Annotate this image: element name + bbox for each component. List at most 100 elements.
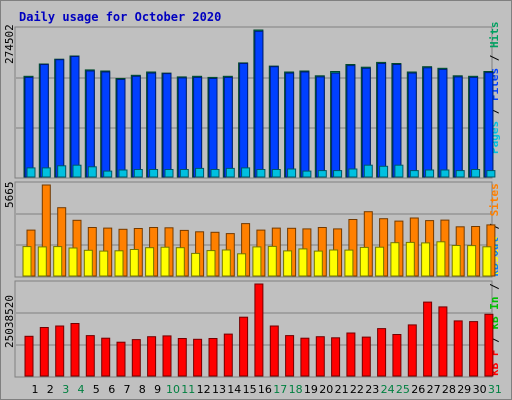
bar-files [254,30,264,178]
bar-files [407,72,417,178]
bar-kbf [131,339,141,377]
day-label: 11 [181,383,195,396]
bar-files [101,71,111,178]
day-labels: 1 2 3 4 5 6 7 8 9 10 11 12 13 14 15 16 17 18 19 20 21 22 23 24 2… [32,383,502,396]
bar-kbf [39,327,49,377]
day-label: 3 [62,383,69,396]
day-label: 16 [258,383,272,396]
bar-kbf [469,321,479,377]
day-label: 20 [319,383,333,396]
bar-kbf [193,338,203,377]
bar-visits [22,246,32,277]
day-label: 15 [243,383,257,396]
bar-pages [225,167,235,178]
bar-visits [252,246,262,277]
day-label: 5 [93,383,100,396]
bar-visits [99,250,109,277]
bar-files [239,63,249,178]
bar-pages [271,169,281,178]
bar-kbf [315,336,325,377]
bar-visits [344,249,354,277]
bar-files [223,76,233,178]
bar-pages [287,168,297,178]
bar-pages [256,169,266,178]
bar-files [346,65,356,178]
bar-kbf [177,338,187,377]
bar-visits [83,249,93,277]
bar-files [453,76,463,178]
bar-kbf [254,283,264,377]
bar-kbf [484,313,494,377]
bar-pages [333,170,343,178]
bar-kbf [269,325,279,377]
bar-kbf [101,337,111,377]
bar-visits [175,247,185,277]
bar-files [24,76,34,178]
bar-visits [329,249,339,277]
bar-files [331,72,341,178]
bar-visits [191,252,201,277]
day-label: 31 [488,383,502,396]
day-label: 25 [396,383,410,396]
day-label: 30 [473,383,487,396]
chart-title: Daily usage for October 2020 [19,10,221,24]
bar-pages [195,167,205,178]
bar-visits [237,253,247,277]
day-label: 19 [304,383,318,396]
bar-files [392,64,402,178]
bar-pages [455,170,465,178]
bar-files [377,63,387,178]
bar-pages [179,169,189,178]
bar-visits [405,241,415,277]
bar-visits [359,246,369,277]
day-label: 14 [227,383,241,396]
day-label: 28 [442,383,456,396]
day-label: 2 [47,383,54,396]
bar-pages [26,167,36,178]
day-label: 10 [166,383,180,396]
bar-visits [313,250,323,277]
bar-visits [206,250,216,277]
bar-files [55,59,65,178]
bar-files [285,72,295,178]
bar-pages [409,170,419,178]
legend-part: Hits [488,22,501,49]
bar-kbf [346,332,356,377]
day-label: 29 [457,383,471,396]
bar-pages [118,169,128,178]
bar-kbf [300,337,310,377]
bar-visits [482,246,492,277]
bar-pages [486,170,496,178]
bar-visits [421,242,431,277]
day-label: 24 [381,383,395,396]
bar-pages [164,169,174,178]
day-label: 9 [154,383,161,396]
bar-kbf [239,316,249,377]
bar-files [147,72,157,178]
day-label: 12 [197,383,211,396]
day-label: 21 [335,383,349,396]
bar-files [300,71,310,178]
bar-pages [103,170,113,178]
bar-files [423,67,433,178]
max-label-sites: 5665 [3,182,16,209]
bar-pages [133,169,143,178]
bar-visits [375,246,385,277]
bar-files [469,76,479,178]
day-label: 1 [32,383,39,396]
bar-kbf [116,341,126,377]
bar-files [484,72,494,178]
bar-pages [363,164,373,178]
bar-files [70,56,80,178]
bar-visits [298,248,308,277]
legend-part: / [488,48,501,68]
bar-visits [221,249,231,277]
bar-files [208,78,218,178]
bar-visits [114,250,124,277]
bar-kbf [453,320,463,377]
bar-files [162,73,172,178]
bar-pages [57,165,67,178]
bar-files [315,76,325,178]
day-label: 23 [365,383,379,396]
bar-visits [68,247,78,277]
